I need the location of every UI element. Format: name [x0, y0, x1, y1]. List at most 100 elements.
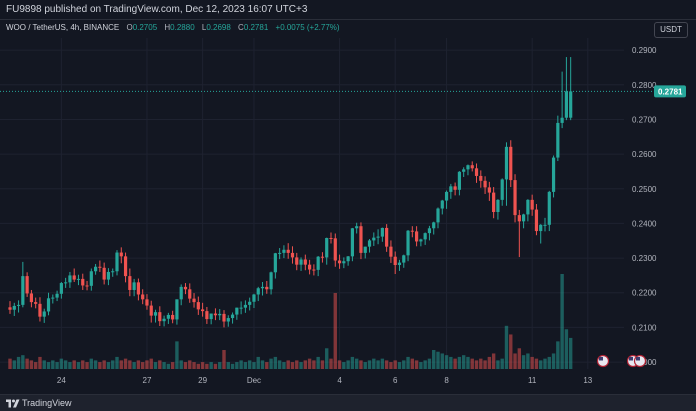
brand-name[interactable]: TradingView	[22, 398, 72, 408]
candle-body	[385, 227, 389, 247]
volume-bar	[226, 362, 230, 369]
candle-body	[179, 286, 183, 300]
volume-bar	[449, 356, 453, 369]
volume-bar	[63, 360, 68, 369]
open-label: O	[126, 23, 133, 32]
volume-bar	[325, 348, 329, 369]
candle-body	[192, 298, 196, 303]
volume-bar	[111, 360, 115, 369]
volume-bar	[436, 351, 440, 369]
volume-bar	[260, 360, 265, 369]
volume-bar	[192, 362, 196, 369]
candle-body	[402, 255, 406, 263]
candle-body	[290, 252, 295, 258]
candle-body	[299, 259, 303, 265]
candle-body	[171, 314, 175, 320]
volume-bar	[521, 355, 526, 369]
volume-bar	[175, 341, 179, 369]
candle-body	[218, 313, 222, 316]
candle-body	[500, 179, 504, 200]
volume-bar	[564, 329, 569, 369]
volume-bar	[115, 356, 119, 369]
us-flag-event-icon[interactable]	[633, 354, 647, 368]
volume-bar	[213, 363, 218, 369]
volume-bar	[230, 363, 235, 369]
open-value: 0.2705	[132, 23, 158, 32]
candle-body	[483, 180, 487, 188]
candle-body	[115, 252, 119, 272]
volume-bar	[72, 360, 76, 369]
us-flag-event-icon[interactable]	[596, 354, 610, 368]
volume-bar	[145, 360, 149, 369]
volume-bar	[474, 360, 479, 369]
candle-body	[556, 122, 560, 158]
x-tick-label: Dec	[247, 376, 261, 385]
y-tick-label: 0.2100	[632, 323, 657, 332]
currency-button[interactable]: USDT	[654, 22, 688, 38]
low-label: L	[201, 23, 207, 32]
volume-bar	[560, 274, 564, 369]
volume-bar	[102, 360, 106, 369]
volume-bar	[307, 358, 312, 369]
volume-bar	[402, 360, 406, 369]
volume-bar	[539, 360, 543, 369]
volume-bar	[363, 362, 367, 369]
candle-body	[162, 318, 166, 322]
candle-body	[325, 237, 329, 258]
y-tick-label: 0.2400	[632, 219, 657, 228]
y-tick-label: 0.2200	[632, 289, 657, 298]
volume-bar	[346, 360, 350, 369]
volume-bar	[12, 360, 16, 369]
candle-body	[243, 304, 247, 308]
volume-bar	[243, 362, 248, 369]
candle-body	[406, 230, 410, 256]
candle-body	[432, 222, 436, 229]
volume-bar	[265, 362, 269, 369]
candle-body	[359, 226, 363, 253]
candle-body	[569, 91, 573, 118]
candle-body	[522, 214, 526, 222]
volume-bar	[235, 362, 239, 369]
candle-body	[136, 282, 140, 295]
candle-body	[72, 275, 76, 280]
volume-bar	[299, 362, 303, 369]
candle-body	[363, 246, 367, 253]
volume-bar	[166, 363, 171, 369]
candle-body	[106, 271, 111, 280]
volume-bar	[423, 360, 427, 369]
candle-body	[457, 171, 461, 190]
candle-body	[102, 267, 106, 280]
volume-bar	[329, 358, 333, 369]
volume-bar	[509, 334, 513, 369]
volume-bar	[106, 362, 111, 369]
volume-bar	[239, 360, 243, 369]
candle-body	[76, 278, 81, 280]
candle-body	[25, 276, 29, 294]
tradingview-logo-icon[interactable]	[6, 398, 20, 408]
candle-body	[213, 313, 218, 316]
volume-bar	[380, 358, 385, 369]
candle-body	[449, 186, 453, 192]
volume-bar	[183, 362, 188, 369]
volume-bar	[453, 358, 457, 369]
volume-bar	[89, 358, 94, 369]
candle-body	[29, 293, 33, 303]
volume-bar	[98, 362, 102, 369]
candle-body	[282, 249, 286, 253]
candle-body	[462, 169, 466, 172]
candle-body	[427, 228, 432, 234]
volume-bar	[367, 360, 372, 369]
candle-body	[128, 276, 132, 290]
candle-body	[68, 275, 72, 283]
candle-body	[248, 301, 252, 305]
candle-body	[367, 240, 372, 247]
volume-bar	[25, 358, 29, 369]
volume-bar	[500, 358, 504, 369]
symbol-name: WOO / TetherUS, 4h, BINANCE	[6, 23, 120, 32]
candle-body	[534, 209, 539, 232]
volume-bar	[200, 362, 205, 369]
candle-body	[415, 231, 419, 242]
volume-bar	[81, 360, 85, 369]
volume-bar	[543, 358, 547, 369]
